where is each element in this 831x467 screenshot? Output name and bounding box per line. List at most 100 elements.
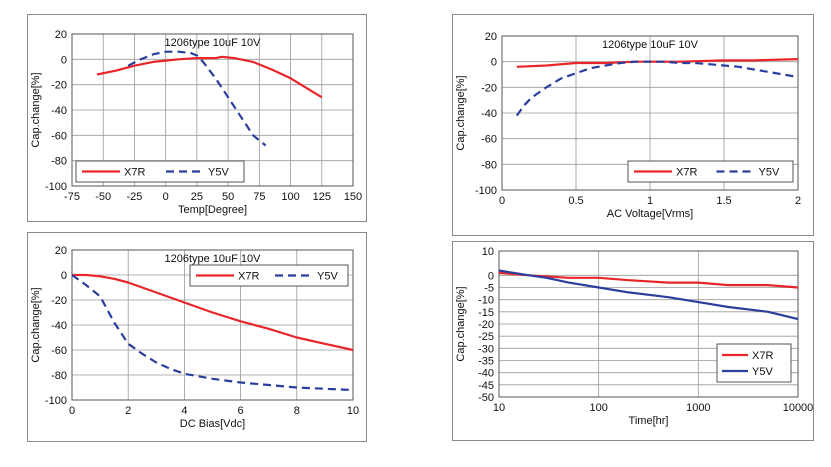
dc-bias-y-tick-label: -60 [51,345,67,357]
dc-bias-x-tick-label: 10 [347,405,359,417]
dc-bias-x-tick-label: 2 [125,405,131,417]
ac-voltage-legend [627,160,794,183]
dc-bias-series-y5v-line [71,274,354,392]
temp-y-tick-label: -60 [51,130,67,142]
dc-bias-y-tick-label: -100 [45,395,67,407]
dc-bias-chart: 0 2 4 6 8 10 20 0 -20 -40 -60 -80 -100 1206type 10uF … [30,245,359,430]
aging-time-y-tick-label: -20 [478,319,494,331]
dc-bias-x-axis-label: DC Bias[Vdc] [180,418,245,430]
temp-chart-panel: -75 -50 -25 0 25 50 75 100 125 150 20 0 -20 -40 -60 -80… [27,14,367,222]
temp-y-tick-label: 20 [55,29,67,41]
dc-bias-y-axis-label: Cap.change[%] [30,287,42,362]
aging-time-x-tick-label: 100 [589,402,607,414]
ac-voltage-x-tick-label: 0 [499,195,505,207]
dc-bias-legend-label-x7r: X7R [238,271,259,283]
dc-bias-y-tick-label: 0 [61,270,67,282]
temp-x-tick-label: 50 [222,191,234,203]
temp-legend [75,160,245,183]
temp-y-tick-label: 0 [61,54,67,66]
ac-voltage-x-tick-label: 1.5 [716,195,731,207]
dc-bias-plot-frame [71,249,354,401]
aging-time-y-tick-label: -35 [478,356,494,368]
ac-voltage-x-tick-label: 1 [647,195,653,207]
temp-x-tick-label: -75 [64,191,80,203]
ac-voltage-y-tick-label: -60 [481,134,497,146]
temp-x-tick-label: 0 [163,191,169,203]
ac-voltage-chart: 0 0.5 1 1.5 2 20 0 -20 -40 -60 -80 -100 1206type 10u… [455,31,801,220]
temp-x-tick-label: 75 [253,191,265,203]
temp-y-tick-label: -100 [45,181,67,193]
temp-plot-frame [71,33,354,187]
aging-time-x-tick-label: 10 [493,402,505,414]
aging-time-x-tick-label: 10000 [783,402,814,414]
ac-voltage-legend-label-y5v: Y5V [759,167,780,179]
ac-voltage-series-x7r-line [516,58,799,68]
dc-bias-y-tick-label: -80 [51,370,67,382]
ac-voltage-y-tick-label: -80 [481,159,497,171]
ac-voltage-y-tick-label: 20 [485,31,497,43]
ac-voltage-y-tick-label: -40 [481,108,497,120]
aging-time-y-tick-label: -40 [478,368,494,380]
ac-voltage-legend-label-x7r: X7R [676,167,697,179]
dc-bias-series-x7r-line [72,273,354,352]
aging-time-y-tick-label: 10 [482,246,494,258]
ac-voltage-y-tick-label: 0 [491,57,497,69]
dc-bias-x-tick-label: 0 [69,405,75,417]
aging-time-legend [716,343,792,383]
temp-x-tick-label: 100 [281,191,299,203]
aging-time-series-y5v-line [498,269,799,321]
ac-voltage-y-axis-label: Cap.change[%] [455,75,467,150]
ac-voltage-plot-frame [501,35,799,191]
ac-voltage-x-axis-label: AC Voltage[Vrms] [607,208,693,220]
aging-time-legend-label-x7r: X7R [752,350,773,362]
temp-x-tick-label: 125 [313,191,331,203]
dc-bias-y-tick-label: 20 [55,245,67,257]
dc-bias-legend-label-y5v: Y5V [317,271,338,283]
aging-time-y-tick-label: -15 [478,307,494,319]
aging-time-y-tick-label: -50 [478,392,494,404]
temp-x-axis-label: Temp[Degree] [178,204,247,216]
temp-chart-title: 1206type 10uF 10V [164,37,261,49]
aging-time-x-axis-label: Time[hr] [629,415,669,427]
aging-time-chart-panel: 10 100 1000 10000 10 0 -5 -10 -15 -20 -25 -30 -35 -40… [452,241,814,441]
ac-voltage-y-tick-label: -100 [475,185,497,197]
temp-x-tick-label: 25 [191,191,203,203]
aging-time-series-x7r-line [498,271,799,289]
ac-voltage-chart-title: 1206type 10uF 10V [602,39,699,51]
aging-time-legend-label-y5v: Y5V [752,366,773,378]
temp-x-tick-label: -25 [126,191,142,203]
dc-bias-x-tick-label: 6 [238,405,244,417]
aging-time-chart: 10 100 1000 10000100-5-10-15-20-25-30-35-40… [455,246,814,427]
dc-bias-x-tick-label: 8 [294,405,300,417]
temp-series-y5v-line [127,50,267,147]
aging-time-y-tick-label: -25 [478,331,494,343]
temp-legend-label-y5v: Y5V [208,167,229,179]
dc-bias-chart-panel: 0 2 4 6 8 10 20 0 -20 -40 -60 -80 -100 1206type 10uF … [27,232,367,442]
aging-time-y-tick-label: -30 [478,343,494,355]
aging-time-y-axis-label: Cap.change[%] [455,286,467,361]
temp-y-tick-label: -20 [51,80,67,92]
dc-bias-y-tick-label: -20 [51,295,67,307]
temp-x-tick-label: -50 [95,191,111,203]
ac-voltage-x-tick-label: 2 [795,195,801,207]
dc-bias-legend [189,264,349,287]
aging-time-y-tick-label: -5 [484,283,494,295]
dc-bias-x-tick-label: 4 [181,405,187,417]
ac-voltage-x-tick-label: 0.5 [568,195,583,207]
aging-time-y-tick-label: -45 [478,380,494,392]
aging-time-plot-frame [498,250,799,398]
ac-voltage-series-y5v-line [515,60,799,117]
dc-bias-chart-title: 1206type 10uF 10V [164,253,261,265]
temp-x-tick-label: 150 [344,191,362,203]
dc-bias-y-tick-label: -40 [51,320,67,332]
ac-voltage-y-tick-label: -20 [481,82,497,94]
aging-time-y-tick-label: 0 [488,270,494,282]
temp-y-axis-label: Cap.change[%] [30,72,42,147]
temp-legend-label-x7r: X7R [124,167,145,179]
aging-time-y-tick-label: -10 [478,295,494,307]
temp-y-tick-label: -40 [51,105,67,117]
ac-voltage-chart-panel: 0 0.5 1 1.5 2 20 0 -20 -40 -60 -80 -100 1206type 10u… [452,14,814,236]
temp-y-tick-label: -80 [51,156,67,168]
temp-chart: -75 -50 -25 0 25 50 75 100 125 150 20 0 -20 -40 -60 -80… [30,29,362,216]
temp-series-x7r-line [96,55,323,99]
